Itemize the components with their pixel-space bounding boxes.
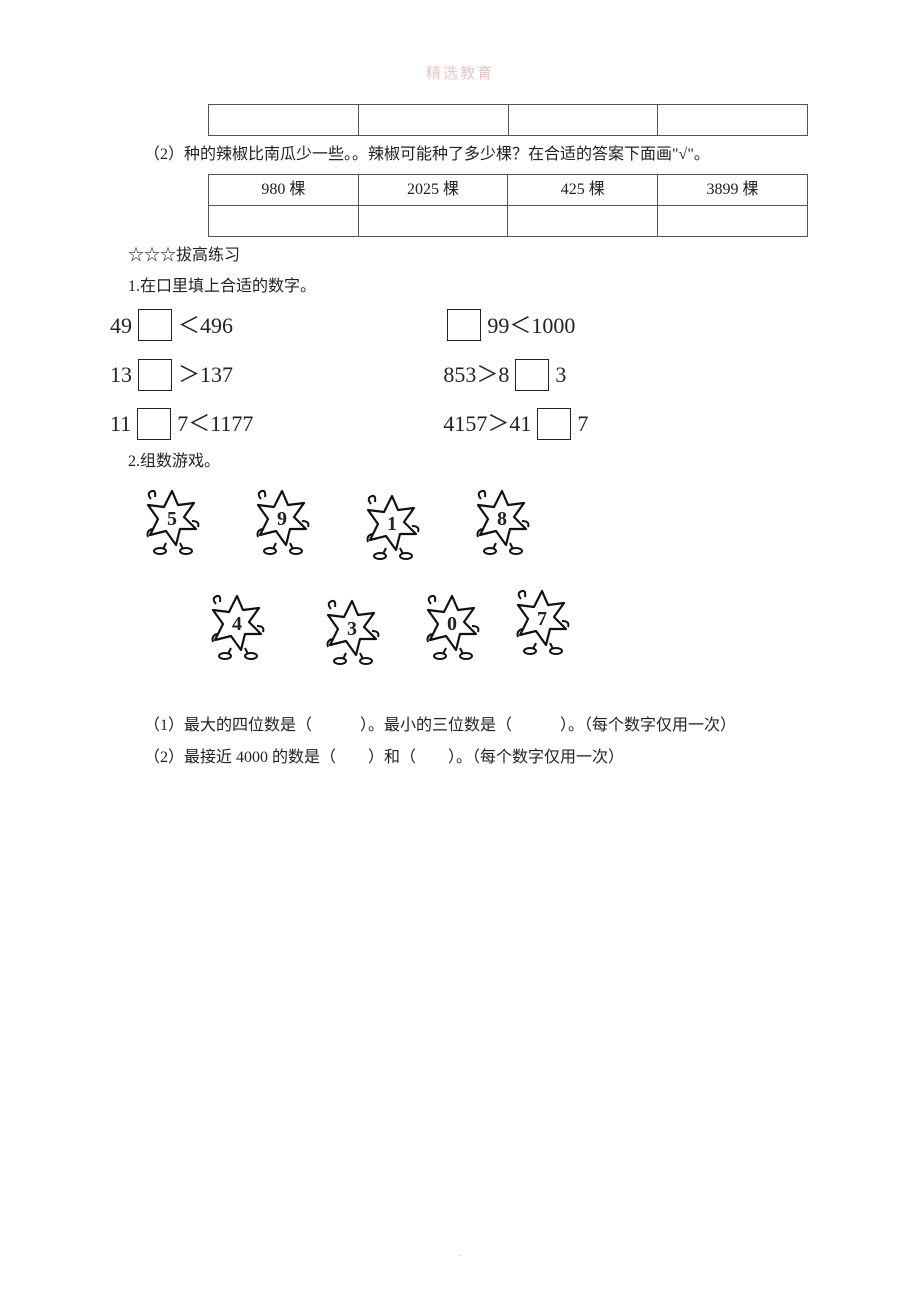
star-number: 4	[203, 590, 271, 658]
table-cell: 2025 棵	[358, 174, 508, 205]
blank-box[interactable]	[138, 309, 172, 341]
table-cell[interactable]	[358, 205, 508, 236]
sub-question-2: （2）最接近 4000 的数是（ ）和（ ）。（每个数字仅用一次）	[144, 745, 808, 771]
section-advanced: ☆☆☆拔高练习	[128, 243, 808, 269]
table-blank-top	[208, 104, 808, 136]
expr-row: 853＞8 3	[443, 357, 588, 392]
sub-question-1: （1）最大的四位数是（ ）。最小的三位数是（ ）。（每个数字仅用一次）	[144, 713, 808, 739]
table-cell: 3899 棵	[658, 174, 808, 205]
star-number: 5	[138, 485, 206, 553]
problem-1-title: 1.在口里填上合适的数字。	[128, 274, 808, 300]
table-cell	[508, 105, 658, 136]
table-cell	[358, 105, 508, 136]
blank-box[interactable]	[515, 359, 549, 391]
content-body: （2）种的辣椒比南瓜少一些。。辣椒可能种了多少棵？在合适的答案下面画"√"。 9…	[128, 100, 808, 776]
expr-text: 4157＞41	[443, 406, 531, 441]
star-number: 8	[468, 485, 536, 553]
table-cell[interactable]	[508, 205, 658, 236]
table-cell	[658, 105, 808, 136]
blank-box[interactable]	[447, 309, 481, 341]
expr-text: 7＜1177	[177, 406, 253, 441]
star-number: 9	[248, 485, 316, 553]
star-icon: 7	[508, 585, 576, 657]
star-icon: 4	[203, 590, 271, 662]
star-number: 1	[358, 490, 426, 558]
blank-box[interactable]	[138, 359, 172, 391]
star-icon: 0	[418, 590, 486, 662]
expr-row: 11 7＜1177	[110, 406, 253, 441]
expr-text: 13	[110, 357, 132, 392]
fill-col-right: 99＜1000 853＞8 3 4157＞41 7	[443, 308, 588, 442]
expr-row: 49 ＜496	[110, 308, 253, 343]
star-number: 0	[418, 590, 486, 658]
star-icon: 3	[318, 595, 386, 667]
table-choices: 980 棵 2025 棵 425 棵 3899 棵	[208, 174, 808, 237]
table-cell[interactable]	[209, 205, 359, 236]
expr-row: 4157＞41 7	[443, 406, 588, 441]
star-number: 3	[318, 595, 386, 663]
star-figure-area: 5918 4307	[118, 485, 678, 705]
table-cell[interactable]	[658, 205, 808, 236]
fill-col-left: 49 ＜496 13 ＞137 11 7＜1177	[110, 308, 253, 442]
table-cell	[209, 105, 359, 136]
expr-text: 3	[555, 357, 566, 392]
table-cell: 980 棵	[209, 174, 359, 205]
fill-in-grid: 49 ＜496 13 ＞137 11 7＜1177 99	[110, 308, 808, 442]
question-2-text: （2）种的辣椒比南瓜少一些。。辣椒可能种了多少棵？在合适的答案下面画"√"。	[144, 142, 808, 168]
expr-text: 853＞8	[443, 357, 509, 392]
footer: .	[0, 1246, 920, 1262]
table-cell: 425 棵	[508, 174, 658, 205]
star-icon: 5	[138, 485, 206, 557]
expr-text: 7	[577, 406, 588, 441]
star-icon: 8	[468, 485, 536, 557]
expr-text: 49	[110, 308, 132, 343]
expr-text: ＜496	[178, 308, 233, 343]
expr-row: 99＜1000	[443, 308, 588, 343]
expr-row: 13 ＞137	[110, 357, 253, 392]
expr-text: ＞137	[178, 357, 233, 392]
star-number: 7	[508, 585, 576, 653]
blank-box[interactable]	[137, 408, 171, 440]
blank-box[interactable]	[537, 408, 571, 440]
star-icon: 1	[358, 490, 426, 562]
watermark: 精选教育	[0, 62, 920, 86]
star-icon: 9	[248, 485, 316, 557]
expr-text: 99＜1000	[487, 308, 575, 343]
expr-text: 11	[110, 406, 131, 441]
problem-2-title: 2.组数游戏。	[128, 449, 808, 475]
